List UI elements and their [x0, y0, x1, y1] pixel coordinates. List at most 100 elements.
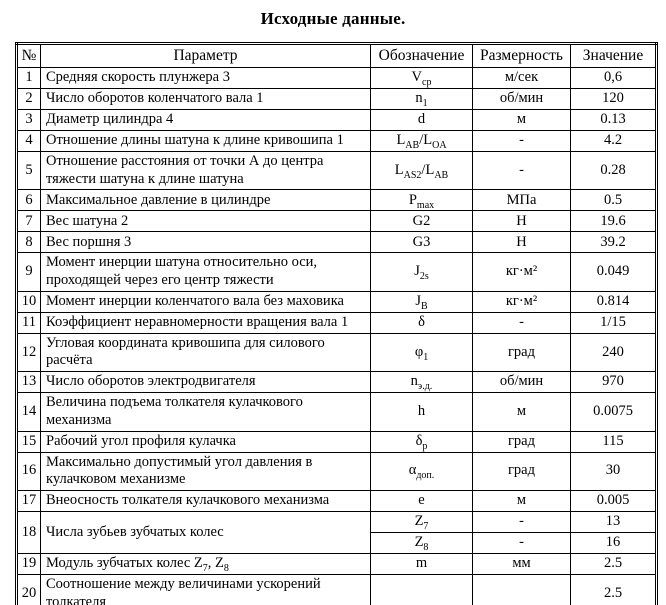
value-cell: 970 [570, 371, 657, 394]
value-cell: 19.6 [570, 210, 657, 233]
table-row: 8 Вес поршня 3 G3 Н 39.2 [16, 231, 657, 254]
table-row: 18 Числа зубьев зубчатых колес Z7-13 [16, 510, 657, 554]
initial-data-table: № Параметр Обозначение Размерность Значе… [15, 42, 658, 605]
dimension-cell: м [472, 109, 571, 131]
table-row: 12 Угловая координата кривошипа для силов… [16, 332, 657, 373]
value-cell: 0.0075 [570, 392, 657, 432]
parameter-cell: Коэффициент неравномерности вращения вал… [40, 311, 371, 334]
row-number-cell: 7 [16, 210, 41, 233]
row-number-cell: 16 [16, 451, 41, 491]
parameter-cell: Момент инерции шатуна относительно оси, … [40, 252, 371, 292]
dimension-cell: Н [472, 210, 571, 233]
dimension-cell: град [472, 451, 571, 491]
dimension-cell: - [472, 130, 571, 152]
table-row: 14 Величина подъема толкателя кулачкового… [16, 392, 657, 432]
designation-cell: nэ.д. [370, 371, 473, 394]
designation-cell: LAB/LOA [370, 130, 473, 152]
value-cell: 115 [570, 430, 657, 453]
parameter-cell: Число оборотов коленчатого вала 1 [40, 88, 371, 110]
dimension-cell [472, 573, 571, 605]
page-title: Исходные данные. [260, 9, 406, 28]
header-dimension: Размерность [472, 43, 571, 68]
designation-cell: δр [370, 430, 473, 453]
parameter-cell: Диаметр цилиндра 4 [40, 109, 371, 131]
value-cell: 0.049 [570, 252, 657, 292]
value-cell: 0.005 [570, 489, 657, 512]
dimension-cell: м/сек [472, 67, 571, 89]
table-row: 11 Коэффициент неравномерности вращения в… [16, 311, 657, 334]
value-cell: 1/15 [570, 311, 657, 334]
parameter-cell: Вес поршня 3 [40, 231, 371, 254]
value-cell: 0.13 [570, 109, 657, 131]
table-row: 15 Рабочий угол профиля кулачка δр град 115 [16, 430, 657, 453]
table-row: 6 Максимальное давление в цилиндре Pmax МПа… [16, 189, 657, 212]
row-number-cell: 4 [16, 130, 41, 152]
table-row: 16 Максимально допустимый угол давления в… [16, 451, 657, 491]
designation-cell: LAS2/LAB [370, 150, 473, 191]
header-designation: Обозначение [370, 43, 473, 68]
dimension-cell: - [472, 150, 571, 191]
table-row: 2 Число оборотов коленчатого вала 1 n1 об/м… [16, 88, 657, 110]
dimension-cell: мм [472, 552, 571, 575]
value-cell: 2.5 [570, 573, 657, 605]
parameter-cell: Число оборотов электродвигателя [40, 371, 371, 394]
designation-cell: JB [370, 290, 473, 313]
table-header-row: № Параметр Обозначение Размерность Значе… [16, 43, 657, 68]
dimension-cell: Н [472, 231, 571, 254]
parameter-cell: Числа зубьев зубчатых колес [40, 510, 371, 554]
designation-cell: d [370, 109, 473, 131]
dimension-cell: об/мин [472, 88, 571, 110]
value-cell: 0.814 [570, 290, 657, 313]
designation-cell: αдоп. [370, 451, 473, 491]
dimension-cell: - [472, 311, 571, 334]
parameter-cell: Отношение длины шатуна к длине кривошипа… [40, 130, 371, 152]
value-cell: 13 [570, 510, 657, 533]
table-row: 10 Момент инерции коленчатого вала без ма… [16, 290, 657, 313]
row-number-cell: 19 [16, 552, 41, 575]
row-number-cell: 18 [16, 510, 41, 554]
designation-cell: m [370, 552, 473, 575]
header-number: № [16, 43, 41, 68]
table-row: 19 Модуль зубчатых колес Z7, Z8 m мм 2.5 [16, 552, 657, 575]
designation-cell: e [370, 489, 473, 512]
row-number-cell: 20 [16, 573, 41, 605]
row-number-cell: 6 [16, 189, 41, 212]
parameter-cell: Угловая координата кривошипа для силовог… [40, 332, 371, 373]
parameter-cell: Момент инерции коленчатого вала без махо… [40, 290, 371, 313]
row-number-cell: 11 [16, 311, 41, 334]
value-cell: 2.5 [570, 552, 657, 575]
row-number-cell: 1 [16, 67, 41, 89]
value-cell: 0.28 [570, 150, 657, 191]
value-cell: 0,6 [570, 67, 657, 89]
dimension-cell: м [472, 489, 571, 512]
row-number-cell: 5 [16, 150, 41, 191]
designation-cell: Z7 [370, 510, 473, 533]
row-number-cell: 17 [16, 489, 41, 512]
designation-cell: Z8 [370, 531, 473, 554]
designation-cell: G2 [370, 210, 473, 233]
row-number-cell: 10 [16, 290, 41, 313]
row-number-cell: 2 [16, 88, 41, 110]
dimension-cell: град [472, 430, 571, 453]
dimension-cell: МПа [472, 189, 571, 212]
dimension-cell: кг·м² [472, 290, 571, 313]
table-row: 13 Число оборотов электродвигателя nэ.д. об… [16, 371, 657, 394]
designation-cell: n1 [370, 88, 473, 110]
parameter-cell: Соотношение между величинами ускорений т… [40, 573, 371, 605]
value-cell: 240 [570, 332, 657, 373]
row-number-cell: 9 [16, 252, 41, 292]
parameter-cell: Максимальное давление в цилиндре [40, 189, 371, 212]
parameter-cell: Рабочий угол профиля кулачка [40, 430, 371, 453]
table-row: 1 Средняя скорость плунжера 3 Vср м/сек 0,6 [16, 67, 657, 89]
designation-cell [370, 573, 473, 605]
parameter-cell: Внеосность толкателя кулачкового механиз… [40, 489, 371, 512]
designation-cell: G3 [370, 231, 473, 254]
parameter-cell: Отношение расстояния от точки А до центр… [40, 150, 371, 191]
designation-cell: φ1 [370, 332, 473, 373]
dimension-cell: об/мин [472, 371, 571, 394]
dimension-cell: - [472, 510, 571, 533]
parameter-cell: Модуль зубчатых колес Z7, Z8 [40, 552, 371, 575]
row-number-cell: 15 [16, 430, 41, 453]
parameter-cell: Максимально допустимый угол давления в к… [40, 451, 371, 491]
